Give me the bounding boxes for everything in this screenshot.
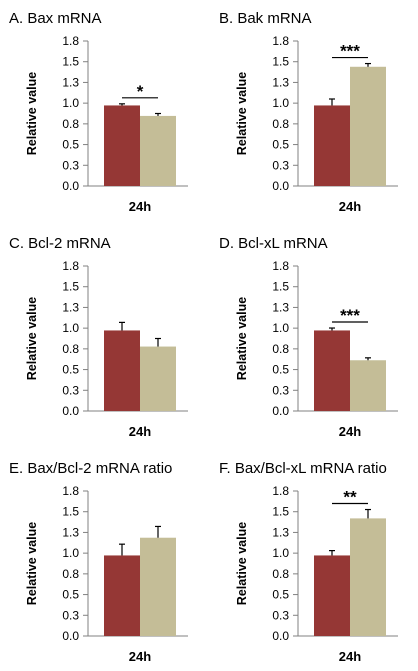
y-tick-label: 0.0 xyxy=(272,179,289,193)
bar-control xyxy=(314,105,350,186)
y-tick-label: 0.5 xyxy=(62,138,79,152)
y-tick-label: 0.8 xyxy=(272,342,289,356)
y-tick-label: 1.3 xyxy=(62,75,79,89)
y-tick-label: 0.5 xyxy=(272,363,289,377)
y-tick-label: 0.3 xyxy=(272,383,289,397)
panel-title: C. Bcl-2 mRNA xyxy=(9,235,111,252)
y-tick-label: 0.8 xyxy=(62,567,79,581)
bar-treated xyxy=(140,537,176,636)
y-tick-label: 0.3 xyxy=(272,158,289,172)
y-tick-label: 1.5 xyxy=(62,505,79,519)
panel-title: F. Bax/Bcl-xL mRNA ratio xyxy=(219,460,387,477)
y-tick-label: 1.5 xyxy=(272,505,289,519)
panel-b: B. Bak mRNA Relative value 0.0 0.3 0.5 0.8 1.0… xyxy=(219,10,398,214)
y-tick-label: 1.8 xyxy=(272,259,289,273)
panel-a: A. Bax mRNA Relative value 0.0 0.3 0.5 0.8 1.0… xyxy=(9,10,188,214)
y-tick-label: 1.3 xyxy=(272,300,289,314)
bar-control xyxy=(104,105,140,186)
bar-control xyxy=(314,330,350,411)
y-tick-label: 1.3 xyxy=(272,75,289,89)
bar-treated xyxy=(140,115,176,186)
panel-title: D. Bcl-xL mRNA xyxy=(219,235,328,252)
y-axis-label: Relative value xyxy=(235,297,249,380)
x-category-label: 24h xyxy=(129,424,151,439)
y-tick-label: 1.0 xyxy=(272,546,289,560)
panel-title: A. Bax mRNA xyxy=(9,10,102,27)
panel-title: E. Bax/Bcl-2 mRNA ratio xyxy=(9,460,172,477)
y-axis-label: Relative value xyxy=(25,522,39,605)
y-tick-label: 1.5 xyxy=(62,280,79,294)
bar-control xyxy=(314,555,350,636)
significance-stars: *** xyxy=(340,42,360,61)
bar-treated xyxy=(140,346,176,411)
y-tick-label: 0.3 xyxy=(272,608,289,622)
y-tick-label: 1.0 xyxy=(272,96,289,110)
y-tick-label: 0.8 xyxy=(272,567,289,581)
y-tick-label: 0.0 xyxy=(272,404,289,418)
y-tick-label: 0.0 xyxy=(272,629,289,643)
x-category-label: 24h xyxy=(129,199,151,214)
y-tick-label: 0.5 xyxy=(62,588,79,602)
y-tick-label: 0.8 xyxy=(62,342,79,356)
y-tick-label: 0.0 xyxy=(62,179,79,193)
panel-f: F. Bax/Bcl-xL mRNA ratio Relative value 0.… xyxy=(219,460,398,664)
panel-e: E. Bax/Bcl-2 mRNA ratio Relative value 0.0… xyxy=(9,460,188,664)
y-tick-label: 0.8 xyxy=(62,117,79,131)
y-tick-label: 0.5 xyxy=(272,588,289,602)
y-tick-label: 1.0 xyxy=(272,321,289,335)
y-tick-label: 0.3 xyxy=(62,608,79,622)
x-category-label: 24h xyxy=(129,649,151,664)
y-tick-label: 1.5 xyxy=(272,280,289,294)
x-category-label: 24h xyxy=(339,424,361,439)
y-tick-label: 1.5 xyxy=(272,55,289,69)
bar-treated xyxy=(350,360,386,411)
bar-control xyxy=(104,555,140,636)
significance-stars: * xyxy=(137,82,144,101)
y-axis-label: Relative value xyxy=(235,522,249,605)
bar-control xyxy=(104,330,140,411)
y-tick-label: 0.5 xyxy=(62,363,79,377)
significance-stars: ** xyxy=(343,488,357,507)
panel-d: D. Bcl-xL mRNA Relative value 0.0 0.3 0.5 0.8… xyxy=(219,235,398,439)
bar-treated xyxy=(350,66,386,186)
y-axis-label: Relative value xyxy=(25,297,39,380)
y-tick-label: 1.0 xyxy=(62,96,79,110)
y-tick-label: 0.8 xyxy=(272,117,289,131)
panel-title: B. Bak mRNA xyxy=(219,10,312,27)
y-tick-label: 1.0 xyxy=(62,321,79,335)
panel-c: C. Bcl-2 mRNA Relative value 0.0 0.3 0.5 0.8 1… xyxy=(9,235,188,439)
y-tick-label: 0.5 xyxy=(272,138,289,152)
significance-stars: *** xyxy=(340,306,360,325)
y-tick-label: 0.0 xyxy=(62,629,79,643)
y-tick-label: 1.8 xyxy=(62,259,79,273)
y-axis-label: Relative value xyxy=(235,72,249,155)
y-tick-label: 0.0 xyxy=(62,404,79,418)
y-tick-label: 1.5 xyxy=(62,55,79,69)
y-tick-label: 1.3 xyxy=(272,525,289,539)
x-category-label: 24h xyxy=(339,199,361,214)
y-tick-label: 1.8 xyxy=(272,484,289,498)
y-tick-label: 1.8 xyxy=(272,34,289,48)
y-tick-label: 0.3 xyxy=(62,158,79,172)
y-tick-label: 1.0 xyxy=(62,546,79,560)
y-tick-label: 0.3 xyxy=(62,383,79,397)
bar-treated xyxy=(350,518,386,636)
y-axis-label: Relative value xyxy=(25,72,39,155)
y-tick-label: 1.8 xyxy=(62,484,79,498)
y-tick-label: 1.8 xyxy=(62,34,79,48)
y-tick-label: 1.3 xyxy=(62,300,79,314)
y-tick-label: 1.3 xyxy=(62,525,79,539)
x-category-label: 24h xyxy=(339,649,361,664)
